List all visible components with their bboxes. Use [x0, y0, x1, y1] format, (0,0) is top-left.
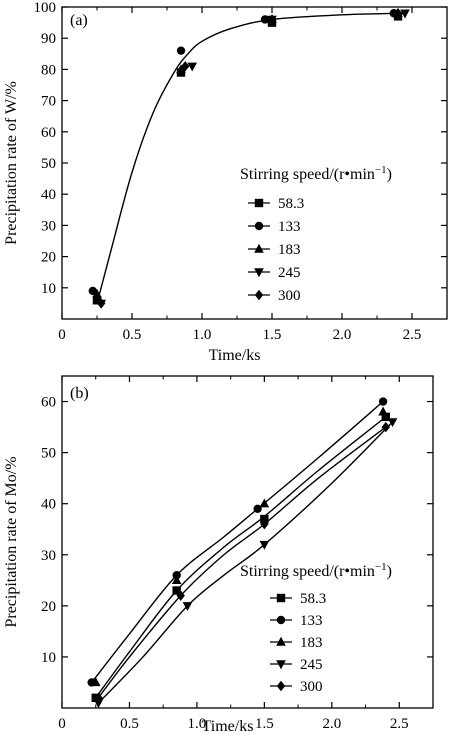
- legend-marker-square: [254, 198, 264, 208]
- x-axis-label: Time/ks: [202, 718, 254, 735]
- panel-label: (b): [70, 385, 89, 402]
- y-tick-label: 60: [41, 395, 56, 411]
- y-tick-label: 50: [41, 156, 56, 172]
- data-point-diamond: [94, 692, 103, 703]
- legend-marker-triangle-up: [276, 636, 286, 646]
- panel-label: (a): [70, 12, 88, 29]
- data-point-triangle-up: [176, 64, 186, 74]
- fit-curve: [96, 12, 406, 304]
- legend-label: 300: [278, 288, 301, 304]
- x-tick-label: 2.5: [390, 716, 409, 732]
- data-point-diamond: [176, 590, 185, 601]
- data-point-triangle-up: [92, 288, 102, 298]
- x-tick-label: 0: [58, 716, 66, 732]
- x-tick-label: 0.5: [123, 327, 142, 343]
- data-point-triangle-down: [259, 540, 270, 550]
- y-tick-label: 70: [41, 94, 56, 110]
- data-point-square: [381, 412, 390, 422]
- fit-curve: [91, 401, 384, 683]
- x-tick-label: 1.0: [188, 716, 207, 732]
- data-point-triangle-up: [171, 575, 182, 585]
- data-point-triangle-up: [378, 406, 388, 416]
- x-tick-label: 1.5: [255, 716, 274, 732]
- legend-label: 300: [300, 679, 323, 695]
- legend-label: 58.3: [278, 196, 304, 212]
- data-point-triangle-down: [93, 699, 104, 709]
- y-tick-label: 40: [41, 497, 56, 513]
- legend-marker-triangle-up: [254, 243, 264, 253]
- legend-label: 245: [300, 657, 323, 673]
- y-axis-label: Precipitation rate of Mo/%: [3, 456, 20, 627]
- legend-label: 133: [278, 219, 301, 235]
- fit-curve: [97, 426, 387, 699]
- legend-title: Stirring speed/(r•min−1): [240, 561, 392, 580]
- legend-title: Stirring speed/(r•min−1): [240, 164, 392, 183]
- y-tick-label: 30: [41, 548, 56, 564]
- y-axis-label: Precipitation rate of W/%: [3, 81, 20, 245]
- x-tick-label: 0.5: [120, 716, 139, 732]
- y-tick-label: 40: [41, 187, 56, 203]
- x-tick-label: 1.5: [263, 327, 282, 343]
- legend-marker-triangle-down: [276, 660, 286, 670]
- y-tick-label: 80: [41, 62, 56, 78]
- x-tick-label: 2.0: [322, 716, 341, 732]
- x-tick-label: 2.0: [333, 327, 352, 343]
- data-point-diamond: [267, 14, 277, 25]
- legend-marker-square: [276, 593, 286, 603]
- y-tick-label: 60: [41, 125, 56, 141]
- legend-label: 183: [300, 635, 323, 651]
- chart-panel-b: 0 0.5 1.0 1.5 2.0 2.5 10 20 30 40 50 60 Time/ks Preci…: [3, 375, 434, 735]
- legend-label: 133: [300, 613, 323, 629]
- y-tick-label: 10: [41, 650, 56, 666]
- legend-label: 58.3: [300, 591, 326, 607]
- legend-marker-circle: [276, 615, 286, 625]
- data-point-triangle-up: [259, 498, 270, 508]
- y-tick-label: 50: [41, 446, 56, 462]
- data-point-circle: [253, 504, 262, 513]
- data-point-diamond: [381, 421, 390, 433]
- legend-label: 183: [278, 242, 301, 258]
- y-tick-label: 20: [41, 599, 56, 615]
- fit-curve: [95, 416, 387, 699]
- chart-panel-a: 0 0.5 1.0 1.5 2.0 2.5 10 20 30 40 50 60 70 80 90 100 Tim…: [3, 0, 448, 364]
- y-tick-label: 10: [41, 281, 56, 297]
- legend-label: 245: [278, 265, 301, 281]
- data-point-circle: [378, 397, 388, 406]
- data-point-triangle-down: [387, 418, 398, 428]
- data-point-circle: [176, 46, 186, 55]
- data-point-triangle-up: [90, 677, 101, 687]
- legend-marker-triangle-down: [254, 268, 264, 278]
- y-tick-label: 100: [34, 0, 57, 16]
- data-point-triangle-down: [400, 9, 410, 19]
- plot-frame: [61, 375, 434, 709]
- x-tick-label: 1.0: [193, 327, 212, 343]
- data-point-diamond: [97, 298, 106, 309]
- data-point-triangle-down: [187, 62, 197, 72]
- data-point-circle: [260, 15, 270, 24]
- legend-marker-diamond: [254, 289, 264, 301]
- y-tick-label: 30: [41, 218, 56, 234]
- y-tick-label: 20: [41, 250, 56, 266]
- x-axis-label: Time/ks: [209, 347, 261, 364]
- legend-marker-diamond: [276, 680, 286, 692]
- data-point-triangle-down: [182, 602, 193, 612]
- data-point-diamond: [181, 61, 190, 72]
- data-point-diamond: [260, 518, 269, 530]
- x-tick-label: 2.5: [403, 327, 422, 343]
- legend-marker-circle: [254, 221, 264, 231]
- x-tick-label: 0: [58, 327, 66, 343]
- y-tick-label: 90: [41, 31, 56, 47]
- fit-curve: [97, 421, 394, 704]
- data-point-square: [172, 586, 181, 595]
- data-point-diamond: [393, 8, 403, 19]
